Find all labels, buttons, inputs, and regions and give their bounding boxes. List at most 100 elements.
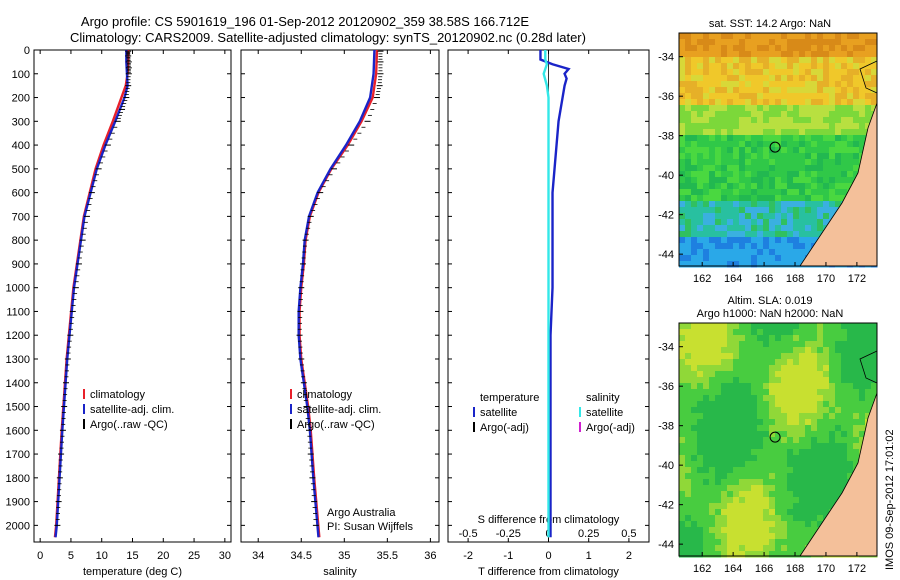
map-cell (793, 153, 800, 160)
map-cell (745, 219, 752, 226)
map-cell (679, 225, 686, 232)
map-cell (799, 509, 806, 516)
map-cell (811, 431, 818, 438)
map-cell (829, 425, 836, 432)
map-cell (793, 51, 800, 58)
map-cell (805, 329, 812, 336)
map-cell (685, 539, 692, 546)
map-cell (805, 111, 812, 118)
x-tick-label: -1 (503, 550, 513, 562)
map-cell (739, 437, 746, 444)
map-cell (721, 147, 728, 154)
map-cell (715, 479, 722, 486)
map-cell (871, 75, 878, 82)
map-cell (853, 165, 860, 172)
map-cell (733, 177, 740, 184)
map-cell (787, 485, 794, 492)
map-cell (799, 225, 806, 232)
map-cell (835, 51, 842, 58)
map-cell (787, 521, 794, 528)
map-cell (697, 413, 704, 420)
map-cell (775, 479, 782, 486)
map-cell (775, 359, 782, 366)
map-cell (841, 51, 848, 58)
map-cell (763, 335, 770, 342)
map-cell (745, 45, 752, 52)
map-cell (793, 341, 800, 348)
map-cell (823, 129, 830, 136)
map-cell (787, 377, 794, 384)
map-cell (691, 473, 698, 480)
map-cell (823, 473, 830, 480)
map-cell (703, 165, 710, 172)
map-cell (769, 135, 776, 142)
map-cell (841, 87, 848, 94)
map-cell (697, 545, 704, 552)
map-cell (787, 51, 794, 58)
map-cell (733, 81, 740, 88)
map-cell (823, 195, 830, 202)
map-cell (721, 545, 728, 552)
map-cell (775, 539, 782, 546)
x-tick-label: 36 (424, 550, 436, 562)
map-cell (835, 81, 842, 88)
map-cell (691, 383, 698, 390)
map-cell (805, 359, 812, 366)
map-cell (715, 225, 722, 232)
map-cell (859, 347, 866, 354)
map-cell (817, 165, 824, 172)
map-cell (865, 335, 872, 342)
map-cell (775, 341, 782, 348)
map-cell (679, 413, 686, 420)
map-cell (787, 45, 794, 52)
map-cell (721, 377, 728, 384)
map-cell (685, 159, 692, 166)
map-cell (703, 171, 710, 178)
map-cell (841, 159, 848, 166)
map-cell (691, 377, 698, 384)
map-cell (871, 365, 878, 372)
map-cell (739, 479, 746, 486)
map-cell (835, 395, 842, 402)
map-cell (763, 243, 770, 250)
map-cell (751, 389, 758, 396)
map-cell (757, 81, 764, 88)
map-cell (709, 225, 716, 232)
legend-label: Argo(-adj) (586, 422, 635, 434)
map-cell (781, 407, 788, 414)
map-cell (859, 431, 866, 438)
map-cell (871, 335, 878, 342)
map-cell (751, 111, 758, 118)
legend-label: satellite-adj. clim. (297, 404, 381, 416)
map-cell (865, 395, 872, 402)
map-cell (805, 479, 812, 486)
map-cell (733, 335, 740, 342)
map-cell (691, 57, 698, 64)
map-cell (721, 455, 728, 462)
map-cell (709, 473, 716, 480)
map-cell (811, 225, 818, 232)
map-cell (769, 255, 776, 262)
map-cell (787, 183, 794, 190)
map-cell (823, 413, 830, 420)
map-cell (811, 449, 818, 456)
map-cell (685, 123, 692, 130)
map-cell (763, 473, 770, 480)
map-cell (865, 87, 872, 94)
map-cell (841, 437, 848, 444)
map-cell (727, 539, 734, 546)
map-cell (709, 81, 716, 88)
map-cell (727, 51, 734, 58)
map-cell (727, 551, 734, 558)
map-cell (727, 165, 734, 172)
map-cell (739, 545, 746, 552)
map-cell (751, 479, 758, 486)
map-cell (679, 243, 686, 250)
map-cell (853, 153, 860, 160)
map-cell (685, 371, 692, 378)
map-cell (769, 249, 776, 256)
map-cell (829, 437, 836, 444)
map-cell (817, 371, 824, 378)
map-cell (721, 81, 728, 88)
map-cell (703, 45, 710, 52)
